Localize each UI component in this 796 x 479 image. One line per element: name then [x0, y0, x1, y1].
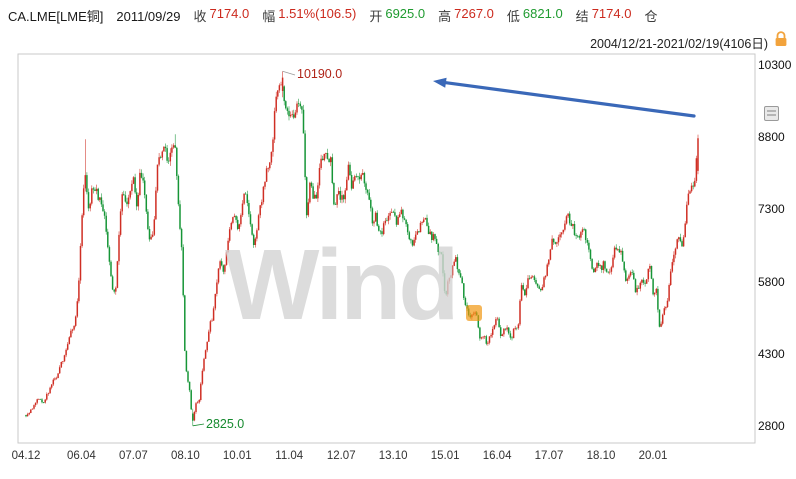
- quote-field: 幅 1.51%(106.5): [262, 6, 356, 25]
- candle-wicks-down: [25, 85, 694, 426]
- quote-field-label: 仓: [644, 9, 658, 24]
- lock-icon[interactable]: [774, 31, 788, 47]
- lock-shackle: [776, 31, 786, 38]
- quote-fields: 收 7174.0 幅 1.51%(106.5) 开 6925.0 高 7267.0 低 6821.…: [193, 6, 660, 25]
- trend-arrow-head: [433, 77, 447, 88]
- quote-field-value: 7174.0: [209, 6, 250, 21]
- y-axis-label: 8800: [758, 130, 785, 145]
- chart-tool-icon[interactable]: [764, 106, 779, 121]
- plot-border: [17, 53, 756, 444]
- x-axis-label: 11.04: [275, 450, 304, 462]
- quote-field-label: 高: [438, 9, 452, 24]
- quote-field-label: 结: [575, 9, 589, 24]
- lock-body: [775, 38, 787, 46]
- peak-price-annotation: 10190.0: [297, 67, 343, 81]
- x-axis-label: 18.10: [586, 450, 616, 462]
- quote-field-value: 6925.0: [385, 6, 426, 21]
- quote-field: 高 7267.0: [438, 6, 494, 25]
- trough-connector-line: [192, 423, 205, 427]
- quote-field-value: 6821.0: [522, 6, 563, 21]
- x-axis-label: 16.04: [482, 450, 512, 462]
- x-axis-label: 07.07: [118, 450, 148, 462]
- x-axis-label: 04.12: [11, 450, 41, 462]
- quote-field-value: 1.51%(106.5): [278, 6, 357, 21]
- y-axis-label: 2800: [758, 419, 785, 433]
- trend-arrow-shaft: [444, 81, 696, 118]
- candle-bodies-up: [26, 77, 699, 421]
- y-axis-label: 4300: [758, 346, 785, 361]
- y-axis-label: 5800: [758, 274, 785, 289]
- y-axis-label: 7300: [758, 202, 785, 217]
- quote-field-value: 7174.0: [591, 6, 632, 21]
- quote-field-value: 7267.0: [454, 6, 494, 21]
- x-axis-label: 08.10: [170, 450, 200, 462]
- quote-field: 收 7174.0: [193, 6, 249, 25]
- quote-field-label: 低: [506, 9, 520, 24]
- quote-field-label: 开: [369, 9, 383, 24]
- quote-field-label: 收: [193, 9, 207, 24]
- quote-field: 低 6821.0: [507, 6, 563, 25]
- y-axis-label: 10300: [758, 58, 792, 72]
- quote-field: 仓: [644, 6, 660, 25]
- x-axis-label: 06.04: [67, 450, 96, 462]
- date-range-label: 2004/12/21-2021/02/19(4106日): [590, 37, 768, 51]
- quote-field: 开 6925.0: [369, 6, 425, 25]
- quote-field: 结 7174.0: [576, 6, 632, 25]
- peak-connector-line: [282, 70, 296, 76]
- quote-date: 2011/09/29: [116, 9, 181, 24]
- x-axis-label: 10.01: [222, 450, 252, 462]
- x-axis-label: 12.07: [326, 450, 356, 462]
- candle-wicks-up: [27, 71, 699, 422]
- x-axis-label: 15.01: [430, 450, 460, 462]
- quote-field-label: 幅: [262, 9, 276, 24]
- x-axis-label: 13.10: [378, 450, 408, 462]
- x-axis-label: 20.01: [638, 450, 668, 462]
- candle-bodies-down: [25, 86, 694, 421]
- x-axis-label: 17.07: [534, 450, 564, 462]
- trend-arrow: [433, 77, 696, 118]
- trough-price-annotation: 2825.0: [206, 417, 245, 431]
- quote-header: CA.LME[LME铜] 2011/09/29 收 7174.0 幅 1.51%(10…: [8, 6, 794, 25]
- instrument-name: CA.LME[LME铜]: [8, 9, 104, 24]
